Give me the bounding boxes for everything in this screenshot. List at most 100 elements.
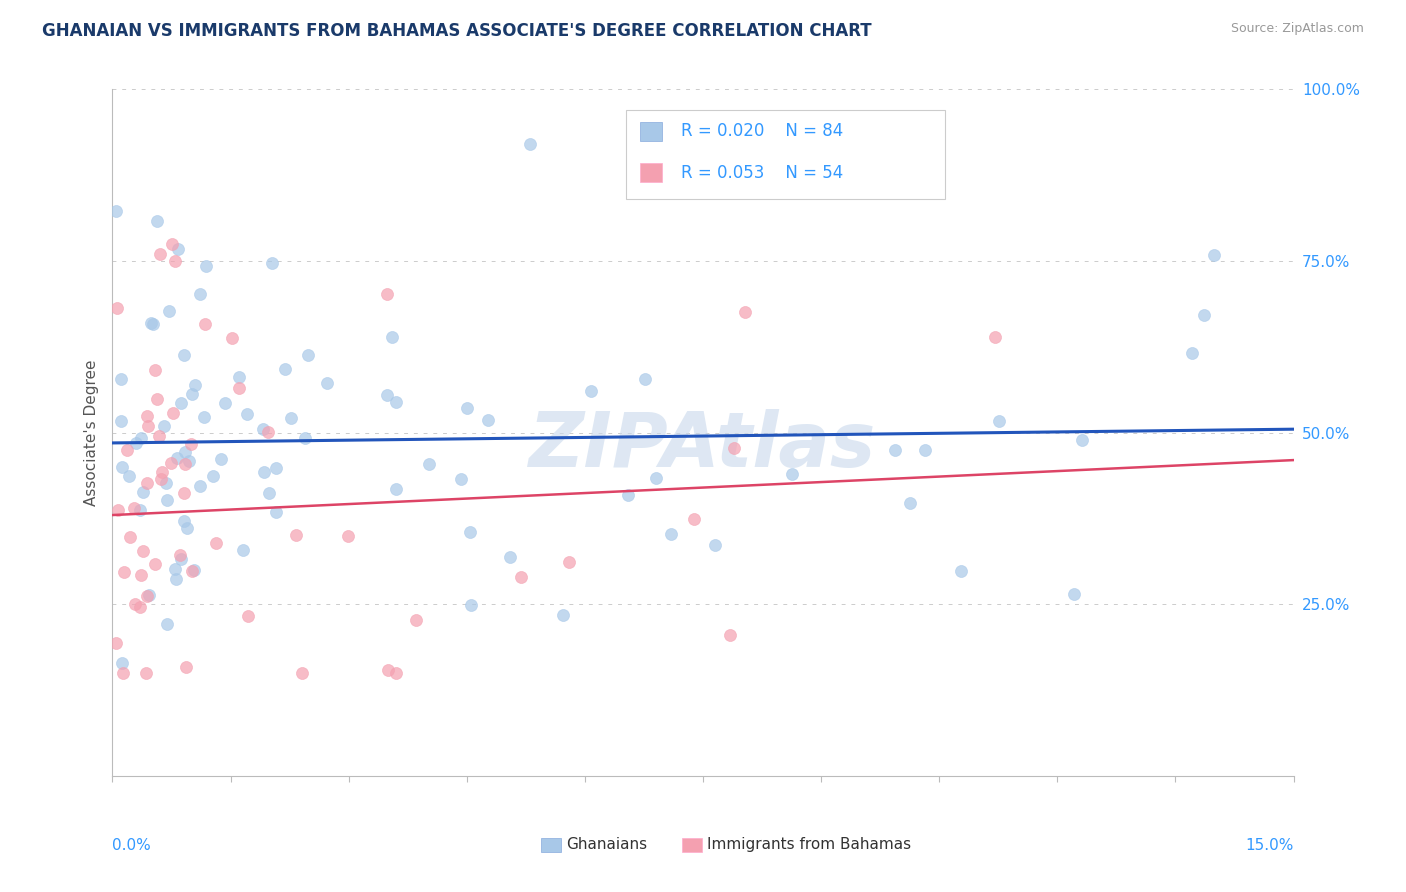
Point: [110, 371, 132, 385]
Point: [179, 454, 201, 468]
Point: [262, 256, 284, 270]
Point: [266, 505, 288, 519]
Point: [450, 472, 472, 486]
Point: [155, 475, 177, 490]
Point: [167, 242, 190, 256]
Point: [385, 482, 408, 496]
Point: [1063, 587, 1085, 601]
Point: [201, 468, 224, 483]
Point: [112, 565, 135, 579]
Point: [253, 465, 276, 479]
Text: 15.0%: 15.0%: [1246, 838, 1294, 853]
Point: [280, 411, 302, 425]
Point: [257, 425, 280, 439]
Point: [150, 466, 173, 480]
Point: [228, 381, 250, 395]
Point: [176, 521, 198, 535]
Point: [274, 362, 297, 376]
Point: [173, 486, 195, 500]
Point: [132, 484, 155, 499]
Point: [460, 525, 482, 540]
Point: [384, 395, 406, 409]
Point: [124, 597, 146, 611]
Point: [188, 287, 211, 301]
Point: [519, 137, 541, 152]
Point: [162, 406, 184, 420]
Point: [105, 636, 128, 650]
Point: [460, 598, 482, 612]
Point: [174, 659, 197, 673]
Point: [181, 387, 204, 401]
Point: [499, 549, 522, 564]
FancyBboxPatch shape: [640, 163, 662, 182]
Point: [294, 431, 316, 445]
Point: [125, 435, 148, 450]
Point: [375, 387, 398, 401]
Y-axis label: Associate's Degree: Associate's Degree: [83, 359, 98, 506]
Point: [138, 588, 160, 602]
Text: Immigrants from Bahamas: Immigrants from Bahamas: [707, 838, 911, 852]
Point: [987, 414, 1010, 428]
Point: [236, 407, 259, 421]
Point: [914, 443, 936, 458]
Point: [644, 470, 666, 484]
Point: [316, 376, 339, 391]
Point: [165, 572, 187, 586]
Point: [634, 372, 657, 386]
Point: [143, 362, 166, 376]
Point: [135, 589, 157, 603]
Point: [734, 304, 756, 318]
Point: [718, 628, 741, 642]
Point: [183, 564, 205, 578]
Text: Ghanaians: Ghanaians: [567, 838, 648, 852]
Point: [143, 558, 166, 572]
Point: [136, 409, 159, 424]
Point: [146, 214, 169, 228]
Point: [173, 514, 195, 528]
Point: [160, 456, 183, 470]
Point: [405, 613, 427, 627]
Point: [174, 445, 197, 459]
Point: [723, 441, 745, 455]
Point: [107, 503, 129, 517]
Point: [291, 665, 314, 680]
Point: [205, 536, 228, 550]
Point: [183, 378, 205, 392]
Text: 0.0%: 0.0%: [112, 838, 152, 853]
Text: ZIPAtlas: ZIPAtlas: [529, 409, 877, 483]
FancyBboxPatch shape: [640, 122, 662, 141]
Point: [385, 665, 408, 680]
Point: [180, 437, 202, 451]
Point: [1071, 434, 1094, 448]
Point: [156, 616, 179, 631]
Point: [456, 401, 478, 416]
Point: [617, 488, 640, 502]
Point: [122, 500, 145, 515]
Point: [131, 567, 153, 582]
Point: [1181, 346, 1204, 360]
Point: [1204, 248, 1226, 262]
Point: [297, 348, 319, 362]
Point: [169, 396, 191, 410]
Point: [553, 608, 575, 623]
Point: [228, 369, 250, 384]
Point: [257, 486, 280, 500]
Point: [110, 414, 132, 428]
Point: [659, 527, 682, 541]
Point: [381, 330, 404, 344]
Point: [173, 348, 195, 362]
Point: [139, 316, 162, 330]
Point: [129, 431, 152, 445]
Point: [118, 530, 141, 544]
Point: [284, 528, 307, 542]
Point: [112, 665, 135, 680]
Point: [236, 609, 259, 624]
Point: [883, 443, 905, 458]
Point: [180, 564, 202, 578]
Text: R = 0.053    N = 54: R = 0.053 N = 54: [681, 163, 842, 182]
Point: [150, 472, 173, 486]
Point: [165, 562, 187, 576]
Point: [214, 395, 236, 409]
Point: [1192, 308, 1215, 322]
Point: [105, 204, 128, 219]
